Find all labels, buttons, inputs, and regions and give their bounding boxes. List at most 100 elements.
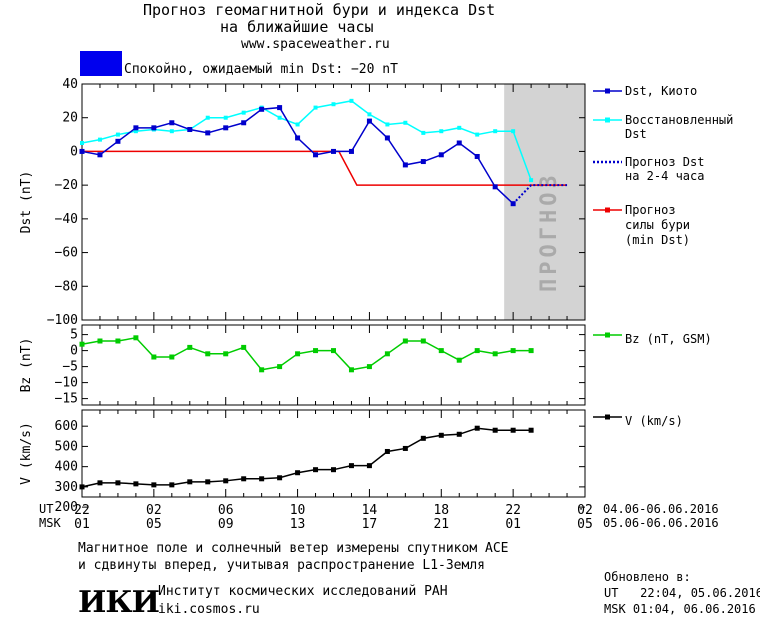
- bz-point: [384, 351, 390, 357]
- v-point: [97, 480, 103, 486]
- restored-dst-point: [80, 141, 84, 145]
- dst-kyoto-point: [151, 125, 157, 131]
- status-color-box: [80, 51, 122, 76]
- bz-point: [456, 357, 462, 363]
- dst-kyoto-point: [241, 120, 247, 126]
- v-point: [510, 427, 516, 433]
- y-tick-label-2: 200: [55, 500, 78, 515]
- v-point: [366, 463, 372, 469]
- v-point: [295, 470, 301, 476]
- v-point: [384, 448, 390, 454]
- v-line: [81, 427, 532, 488]
- restored-dst-point: [529, 178, 534, 183]
- bz-point: [79, 341, 85, 347]
- legend-swatch-bz-marker: [605, 332, 610, 338]
- bz-point: [133, 335, 139, 341]
- msk-tick-label: 05: [577, 517, 593, 532]
- bz-point: [420, 338, 426, 344]
- ut-tick-label: 02: [146, 503, 162, 518]
- y-tick-label-2: 500: [55, 439, 78, 454]
- y-tick-label-2: 400: [55, 460, 78, 475]
- panel-frame-1: [81, 324, 586, 406]
- bz-point: [115, 338, 121, 344]
- restored-dst-point: [511, 129, 516, 134]
- ut-tick-label: 02: [577, 503, 593, 518]
- legend-restored-dst-1: Восстановленный: [625, 113, 733, 127]
- y-tick-label-0: −40: [55, 212, 78, 227]
- page-title-line2: на ближайшие часы: [220, 18, 374, 36]
- v-point: [79, 484, 85, 490]
- dst-kyoto-point: [366, 118, 372, 124]
- restored-dst-point: [457, 125, 462, 130]
- dst-forecast-dotted: [512, 184, 568, 205]
- y-tick-label-1: −5: [62, 360, 78, 375]
- website-link[interactable]: www.spaceweather.ru: [241, 37, 390, 52]
- dst-kyoto-point: [331, 148, 336, 154]
- dst-kyoto-point: [259, 106, 265, 112]
- restored-dst-point: [277, 115, 282, 120]
- legend-storm-1: Прогноз: [625, 203, 676, 217]
- bz-point: [241, 344, 247, 350]
- ut-tick-label: 06: [218, 503, 234, 518]
- dst-kyoto-point: [348, 148, 354, 154]
- v-point: [259, 476, 265, 482]
- measurement-note-line2: и сдвинуты вперед, учитывая распростране…: [78, 558, 485, 573]
- v-point: [151, 482, 157, 488]
- dst-kyoto-point: [223, 125, 229, 131]
- y-tick-label-0: 40: [62, 77, 78, 92]
- dst-kyoto-point: [115, 138, 121, 144]
- y-tick-label-2: 600: [55, 419, 78, 434]
- dst-kyoto-point: [402, 162, 408, 168]
- measurement-note-line1: Магнитное поле и солнечный ветер измерен…: [78, 541, 509, 556]
- bz-point: [259, 367, 265, 373]
- institute-site[interactable]: iki.cosmos.ru: [158, 602, 260, 617]
- legend-swatch-v-marker: [605, 414, 610, 420]
- dst-kyoto-point: [79, 148, 85, 154]
- bz-point: [223, 351, 229, 357]
- bz-point: [169, 354, 175, 360]
- dst-kyoto-point: [313, 152, 319, 158]
- bz-point: [510, 348, 516, 354]
- ut-tick-label: 18: [433, 503, 449, 518]
- y-tick-label-0: −20: [55, 178, 78, 193]
- msk-tick-label: 05: [146, 517, 162, 532]
- y-tick-label-1: −15: [55, 392, 78, 407]
- legend-bz: Bz (nT, GSM): [625, 332, 712, 346]
- dst-kyoto-point: [384, 135, 390, 141]
- restored-dst-point: [439, 129, 444, 134]
- y-tick-label-0: 0: [70, 144, 78, 159]
- legend-v: V (km/s): [625, 414, 683, 428]
- msk-tick-label: 09: [218, 517, 234, 532]
- legend-restored-dst-2: Dst: [625, 127, 647, 141]
- legend-storm-3: (min Dst): [625, 233, 690, 247]
- v-point: [187, 479, 193, 485]
- legend-swatch-storm-marker: [605, 207, 610, 213]
- msk-tick-label: 17: [362, 517, 378, 532]
- bz-point: [187, 344, 193, 350]
- dst-kyoto-point: [295, 135, 301, 141]
- legend-dst-kyoto: Dst, Киото: [625, 84, 697, 98]
- restored-dst-point: [421, 130, 426, 135]
- msk-tick-label: 13: [290, 517, 306, 532]
- v-point: [402, 445, 408, 451]
- ut-axis-label: UT: [39, 502, 54, 516]
- msk-axis-label: MSK: [39, 516, 61, 530]
- v-point: [115, 480, 121, 486]
- legend-forecast-1: Прогноз Dst: [625, 155, 704, 169]
- dst-kyoto-point: [97, 152, 103, 158]
- msk-tick-label: 01: [505, 517, 521, 532]
- bz-point: [331, 348, 336, 354]
- restored-dst-point: [475, 132, 480, 137]
- v-point: [205, 479, 211, 485]
- restored-dst-point: [205, 115, 210, 120]
- dst-kyoto-point: [169, 120, 175, 126]
- dst-kyoto-point: [420, 159, 426, 165]
- bz-point: [277, 364, 283, 370]
- y-tick-label-2: 300: [55, 480, 78, 495]
- bz-point: [528, 348, 534, 354]
- ut-tick-label: 10: [290, 503, 306, 518]
- restored-dst-point: [133, 129, 138, 134]
- restored-dst-point: [331, 102, 336, 107]
